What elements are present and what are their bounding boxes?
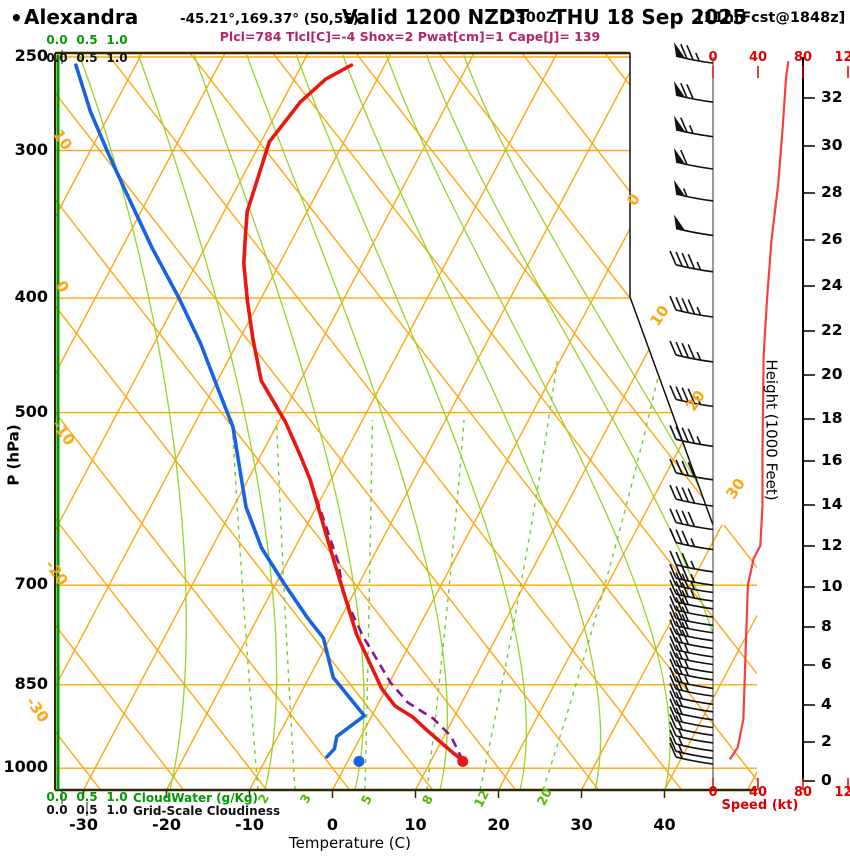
stability-indices: Plcl=784 Tlcl[C]=-4 Shox=2 Pwat[cm]=1 Ca… xyxy=(219,29,601,44)
height-tick-label: 30 xyxy=(821,136,843,154)
height-tick-label: 18 xyxy=(821,409,843,427)
cloudwater-scale-top: 0.0 xyxy=(46,33,68,47)
cloudwater-scale-top: 0.5 xyxy=(76,33,98,47)
speed-tick-label-bottom: 80 xyxy=(793,785,813,800)
cloudiness-axis-title: Grid-Scale Cloudiness xyxy=(133,804,281,818)
temperature-curve xyxy=(242,63,465,763)
cloudiness-scale-top: 1.0 xyxy=(106,51,128,65)
cloudiness-scale-bottom: 0.0 xyxy=(46,803,68,817)
wind-speed-curve xyxy=(728,60,790,760)
temperature-tick-label: -10 xyxy=(235,815,264,834)
cloudiness-scale-bottom: 1.0 xyxy=(106,803,128,817)
height-axis xyxy=(802,57,815,782)
speed-tick-label-top: 80 xyxy=(793,50,813,65)
skewt-grid-orange xyxy=(55,53,757,790)
cloudwater-scale-bottom: 0.0 xyxy=(46,790,68,804)
height-tick-label: 4 xyxy=(821,695,832,713)
height-tick-label: 10 xyxy=(821,577,843,595)
temperature-tick-label: 40 xyxy=(653,815,676,834)
height-tick-label: 28 xyxy=(821,183,843,201)
station-coords: -45.21°,169.37° (50,55) xyxy=(180,11,359,27)
temperature-tick-label: -20 xyxy=(152,815,181,834)
speed-tick-label-top: 40 xyxy=(748,50,768,65)
height-tick-label: 20 xyxy=(821,365,843,383)
cloudwater-scale-top: 1.0 xyxy=(106,33,128,47)
temperature-tick-label: 0 xyxy=(326,815,339,834)
speed-tick-label-top: 120 xyxy=(834,50,850,65)
height-tick-label: 32 xyxy=(821,88,843,106)
height-axis-title: Height (1000 Feet) xyxy=(762,359,781,501)
cloudiness-scale-top: 0.5 xyxy=(76,51,98,65)
pressure-tick-label: 850 xyxy=(14,673,48,693)
pressure-tick-label: 400 xyxy=(14,287,48,307)
height-tick-label: 0 xyxy=(821,771,832,789)
valid-time-utc: (2300Z) xyxy=(499,10,564,26)
cloudiness-scale-top: 0.0 xyxy=(46,51,68,65)
cloudwater-scale-bottom: 1.0 xyxy=(106,790,128,804)
height-tick-label: 12 xyxy=(821,536,843,554)
pressure-tick-label: 1000 xyxy=(3,757,48,777)
dewpoint-curve xyxy=(74,63,367,759)
temperature-tick-label: 10 xyxy=(404,815,427,834)
height-tick-label: 26 xyxy=(821,230,843,248)
cloudiness-scale-bottom: 0.5 xyxy=(76,803,98,817)
height-tick-label: 6 xyxy=(821,655,832,673)
temperature-tick-label: 30 xyxy=(570,815,593,834)
height-tick-label: 8 xyxy=(821,617,832,635)
pressure-tick-label: 300 xyxy=(14,139,48,159)
sounding-curves xyxy=(74,63,469,767)
height-tick-label: 24 xyxy=(821,276,843,294)
moist-adiabats-and-mixing-lines xyxy=(78,54,713,790)
height-tick-label: 2 xyxy=(821,732,832,750)
speed-tick-label-bottom: 120 xyxy=(834,785,850,800)
pressure-tick-label: 700 xyxy=(14,574,48,594)
speed-axis-ticks xyxy=(712,66,849,790)
temperature-axis-title: Temperature (C) xyxy=(289,834,411,852)
station-name: Alexandra xyxy=(24,5,139,29)
wind-barbs xyxy=(669,42,714,765)
parcel-ascent-curve xyxy=(297,451,464,761)
temperature-tick-label: -30 xyxy=(69,815,98,834)
speed-tick-label-top: 0 xyxy=(708,50,718,65)
temperature-tick-label: 20 xyxy=(487,815,510,834)
speed-axis-title: Speed (kt) xyxy=(721,798,799,813)
pressure-axis-title: P (hPa) xyxy=(4,424,23,486)
surface-dewpoint-dot xyxy=(353,755,365,767)
height-tick-label: 14 xyxy=(821,495,843,513)
surface-temperature-dot xyxy=(457,755,469,767)
forecast-hour: [11hrFcst@1848z] xyxy=(697,10,846,26)
speed-tick-label-bottom: 0 xyxy=(708,785,718,800)
pressure-tick-label: 250 xyxy=(14,46,48,65)
valid-date: THU 18 Sep 2025 xyxy=(553,5,747,29)
cloudwater-scale-bottom: 0.5 xyxy=(76,790,98,804)
height-tick-label: 16 xyxy=(821,451,843,469)
station-bullet-icon: • xyxy=(10,6,23,30)
height-tick-label: 22 xyxy=(821,321,843,339)
speed-tick-label-bottom: 40 xyxy=(748,785,768,800)
cloudwater-axis-title: CloudWater (g/Kg) xyxy=(133,791,259,805)
plot-frame xyxy=(54,50,757,816)
pressure-tick-label: 500 xyxy=(14,401,48,421)
valid-time: Valid 1200 NZDT xyxy=(342,5,529,29)
